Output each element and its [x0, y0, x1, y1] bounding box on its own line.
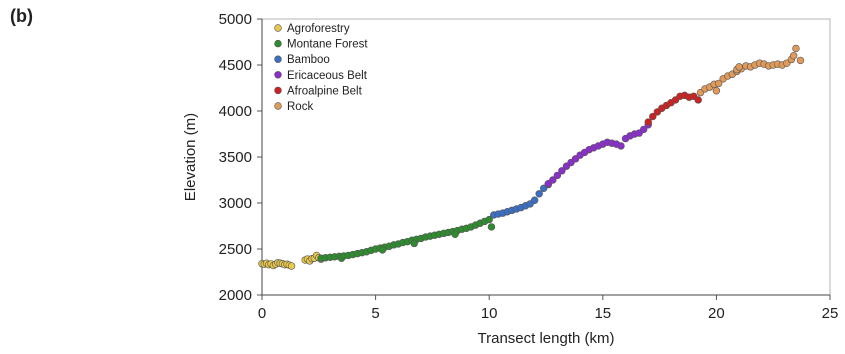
- data-point: [735, 63, 743, 71]
- x-tick-label: 25: [822, 305, 839, 322]
- panel-label: (b): [10, 6, 33, 26]
- series-montane-forest: [317, 215, 496, 262]
- data-point: [287, 262, 296, 270]
- data-point: [617, 142, 625, 150]
- y-tick-label: 3500: [219, 149, 252, 166]
- legend-marker: [274, 39, 282, 48]
- x-axis-title: Transect length (km): [478, 330, 615, 347]
- data-point: [487, 223, 496, 231]
- legend-label: Afroalpine Belt: [287, 85, 363, 97]
- legend-marker: [274, 55, 282, 63]
- x-tick-label: 0: [258, 305, 266, 322]
- data-point: [712, 87, 721, 95]
- legend-marker: [274, 86, 282, 95]
- legend: Agroforestry Montane Forest Bamboo Ericaceo…: [274, 23, 368, 113]
- x-tick-label: 20: [708, 305, 725, 322]
- y-tick-label: 5000: [219, 11, 252, 28]
- plot-area: [261, 18, 831, 296]
- data-point: [714, 79, 723, 88]
- data-point: [378, 246, 387, 254]
- legend-label: Ericaceous Belt: [287, 70, 368, 82]
- legend-label: Bamboo: [287, 54, 330, 66]
- x-tick-label: 5: [371, 305, 379, 322]
- axes: [257, 18, 831, 300]
- series-ericaceous-belt: [544, 121, 652, 188]
- data-points: [258, 44, 805, 270]
- y-tick-label: 4000: [219, 103, 252, 120]
- data-point: [553, 171, 562, 180]
- data-point: [558, 167, 566, 175]
- y-tick-label: 3000: [219, 195, 252, 212]
- legend-label: Rock: [287, 101, 313, 113]
- legend-label: Agroforestry: [287, 23, 350, 35]
- series-rock: [696, 44, 805, 97]
- legend-marker: [274, 24, 282, 32]
- data-point: [644, 118, 652, 126]
- data-point: [792, 44, 800, 53]
- legend-marker: [274, 102, 282, 110]
- data-point: [535, 190, 543, 198]
- data-point: [796, 56, 805, 65]
- y-tick-label: 4500: [219, 57, 252, 74]
- x-tick-label: 10: [481, 305, 498, 322]
- y-tick-label: 2500: [219, 241, 252, 258]
- legend-label: Montane Forest: [287, 39, 368, 51]
- data-point: [694, 96, 702, 104]
- data-point: [530, 196, 539, 204]
- series-afroalpine-belt: [644, 91, 702, 126]
- x-tick-label: 15: [594, 305, 611, 322]
- data-point: [485, 215, 493, 224]
- legend-marker: [274, 71, 282, 79]
- data-point: [549, 176, 557, 184]
- data-point: [789, 52, 798, 60]
- y-tick-label: 2000: [219, 287, 252, 304]
- data-point: [410, 239, 418, 248]
- tick-labels: 0 5 10 15 20 25 2000 2500 3000 3500 4000 4500 5000: [219, 11, 839, 322]
- series-bamboo: [490, 180, 552, 219]
- data-point: [649, 112, 657, 121]
- y-axis-title: Elevation (m): [182, 113, 199, 201]
- data-point: [451, 230, 459, 238]
- data-point: [639, 125, 648, 134]
